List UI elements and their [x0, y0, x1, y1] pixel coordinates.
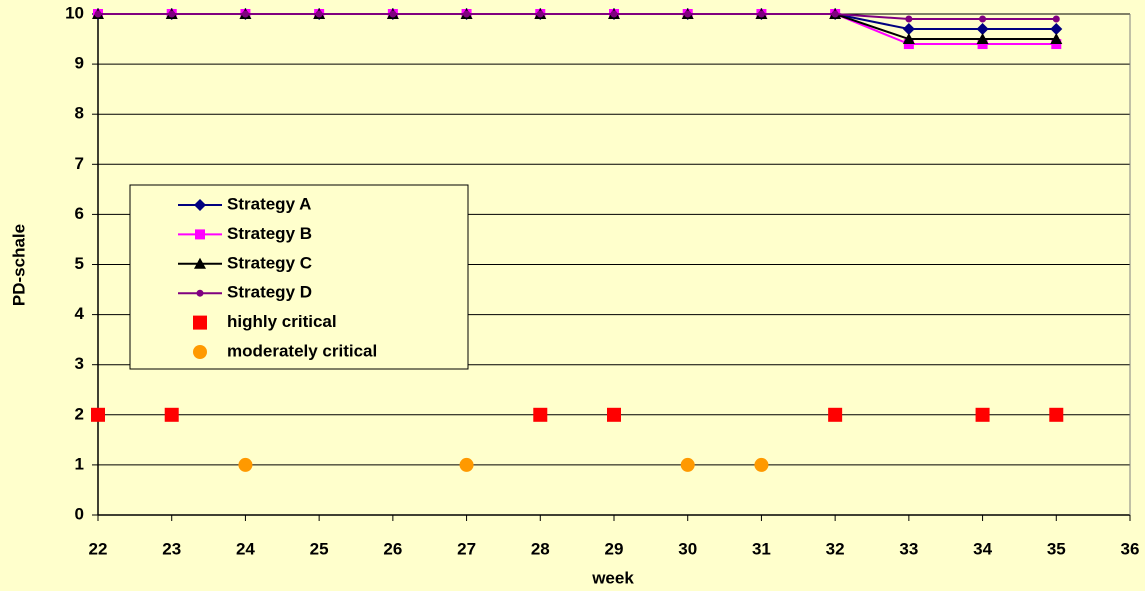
page: week PD-schale 0123456789102223242526272…	[0, 0, 1145, 591]
marker	[611, 11, 618, 18]
marker	[197, 290, 204, 297]
marker	[832, 11, 839, 18]
x-tick-label: 28	[531, 539, 550, 558]
legend-label: Strategy C	[227, 253, 312, 272]
marker	[681, 458, 695, 472]
x-tick-label: 22	[89, 539, 108, 558]
marker	[828, 408, 842, 422]
legend-label: Strategy A	[227, 194, 311, 213]
marker	[389, 11, 396, 18]
marker	[533, 408, 547, 422]
x-tick-label: 30	[678, 539, 697, 558]
marker	[607, 408, 621, 422]
legend: Strategy A Strategy B Strategy C Strategy D…	[130, 185, 468, 369]
y-tick-label: 4	[75, 304, 85, 323]
marker	[460, 458, 474, 472]
y-tick-label: 2	[75, 404, 84, 423]
marker	[242, 11, 249, 18]
x-tick-label: 33	[899, 539, 918, 558]
y-tick-label: 6	[75, 204, 84, 223]
marker	[976, 408, 990, 422]
x-tick-label: 29	[605, 539, 624, 558]
legend-label: moderately critical	[227, 341, 377, 360]
y-tick-label: 7	[75, 154, 84, 173]
x-tick-label: 34	[973, 539, 992, 558]
marker	[537, 11, 544, 18]
marker	[1049, 408, 1063, 422]
y-tick-label: 8	[75, 104, 84, 123]
marker	[95, 11, 102, 18]
marker	[195, 229, 205, 239]
marker	[905, 16, 912, 23]
marker	[758, 11, 765, 18]
marker	[168, 11, 175, 18]
marker	[193, 316, 207, 330]
y-tick-label: 5	[75, 254, 84, 273]
marker	[193, 345, 207, 359]
x-tick-label: 35	[1047, 539, 1066, 558]
x-tick-label: 24	[236, 539, 255, 558]
marker	[238, 458, 252, 472]
marker	[754, 458, 768, 472]
y-axis-label: PD-schale	[9, 224, 28, 306]
x-tick-label: 32	[826, 539, 845, 558]
y-tick-label: 10	[65, 3, 84, 22]
x-tick-label: 25	[310, 539, 329, 558]
y-tick-label: 9	[75, 54, 84, 73]
x-tick-label: 31	[752, 539, 771, 558]
marker	[316, 11, 323, 18]
x-tick-label: 27	[457, 539, 476, 558]
x-axis-label: week	[591, 568, 634, 587]
marker	[463, 11, 470, 18]
y-tick-label: 1	[75, 454, 84, 473]
y-tick-label: 3	[75, 354, 84, 373]
y-tick-label: 0	[75, 504, 84, 523]
legend-label: Strategy D	[227, 283, 312, 302]
marker	[91, 408, 105, 422]
x-tick-label: 36	[1121, 539, 1140, 558]
x-tick-label: 26	[383, 539, 402, 558]
marker	[979, 16, 986, 23]
marker	[684, 11, 691, 18]
legend-label: Strategy B	[227, 224, 312, 243]
x-tick-label: 23	[162, 539, 181, 558]
legend-label: highly critical	[227, 312, 337, 331]
marker	[1053, 16, 1060, 23]
marker	[165, 408, 179, 422]
chart: week PD-schale 0123456789102223242526272…	[0, 0, 1145, 591]
